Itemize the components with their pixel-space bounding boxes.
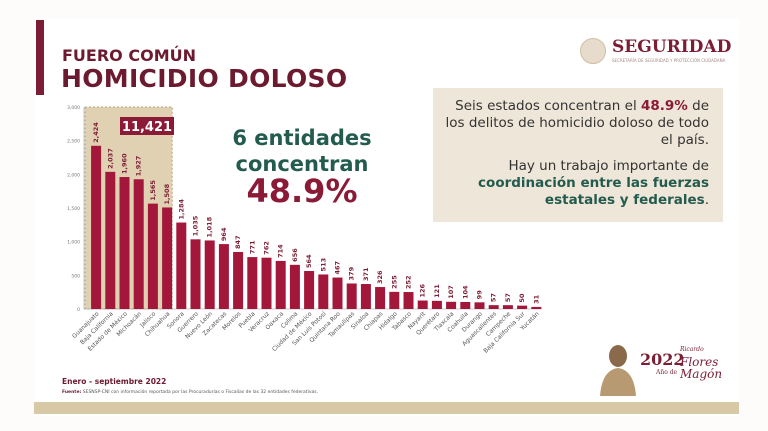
total-badge (120, 117, 174, 135)
note-box: Seis estados concentran el 48.9% de los … (433, 88, 723, 222)
bar (190, 239, 201, 309)
bar (261, 257, 272, 309)
bar (91, 145, 102, 309)
bar (431, 300, 442, 309)
bar (233, 251, 244, 309)
data-label: 1,960 (121, 153, 129, 174)
seal-icon (580, 38, 606, 64)
bar (460, 301, 471, 309)
data-label: 126 (419, 283, 427, 297)
bar (133, 179, 144, 309)
bar (417, 300, 428, 309)
data-label: 379 (348, 266, 356, 280)
bar (502, 305, 513, 309)
anniversary-badge: 2022 Año de Ricardo Flores Magón (598, 338, 728, 398)
data-label: 1,508 (163, 183, 171, 204)
data-label: 656 (291, 248, 299, 262)
bar (176, 222, 187, 309)
bar (119, 177, 130, 309)
y-tick-label: 1,500 (67, 206, 80, 212)
bar (360, 284, 371, 309)
highlight-line2: concentran (235, 152, 369, 176)
logo-subtext: SECRETARÍA DE SEGURIDAD Y PROTECCIÓN CIU… (612, 58, 726, 63)
bar (304, 271, 315, 309)
data-label: 1,284 (177, 199, 185, 220)
accent-bar (36, 20, 44, 95)
footer-band (34, 402, 739, 414)
note-paragraph-2: Hay un trabajo importante de coordinació… (478, 158, 709, 208)
bar (218, 244, 229, 309)
data-label: 99 (476, 290, 484, 300)
highlight-line1: 6 entidades (232, 126, 372, 150)
source-note: Fuente: SESNSP-CNI con información repor… (62, 390, 319, 395)
data-label: 107 (447, 285, 455, 299)
total-label: 11,421 (122, 120, 172, 135)
data-label: 847 (234, 235, 242, 249)
bar (488, 305, 499, 309)
data-label: 50 (518, 293, 526, 303)
data-label: 252 (405, 275, 413, 289)
y-tick-label: 3,000 (67, 105, 80, 111)
data-label: 771 (248, 240, 256, 254)
y-tick-label: 1,000 (67, 240, 80, 246)
data-label: 1,565 (149, 180, 157, 201)
bar (389, 291, 400, 309)
bar (446, 301, 457, 309)
highlight-percent: 48.9% (246, 172, 358, 210)
data-label: 255 (390, 275, 398, 289)
bar (147, 203, 158, 309)
data-label: 326 (376, 270, 384, 284)
bar (403, 292, 414, 309)
data-label: 2,037 (106, 148, 114, 169)
data-label: 564 (305, 254, 313, 268)
y-tick-label: 0 (77, 307, 80, 313)
bar (318, 274, 329, 309)
badge-name: Ricardo Flores Magón (680, 346, 723, 381)
y-tick-label: 2,500 (67, 139, 80, 145)
bar (204, 240, 215, 309)
y-tick-label: 2,000 (67, 172, 80, 178)
data-label: 714 (277, 244, 285, 258)
data-label: 121 (433, 284, 441, 298)
subtitle: FUERO COMÚN (62, 46, 196, 65)
bar (474, 302, 485, 309)
bar (531, 306, 542, 309)
badge-small-text: Año de (656, 369, 678, 376)
page-title: HOMICIDIO DOLOSO (61, 64, 348, 93)
seguridad-logo: SEGURIDAD SECRETARÍA DE SEGURIDAD Y PROT… (580, 38, 731, 64)
data-label: 1,927 (135, 156, 143, 177)
bar (162, 207, 173, 309)
y-tick-label: 500 (71, 273, 80, 279)
badge-year: 2022 (640, 350, 685, 369)
bar (247, 257, 258, 309)
data-label: 1,035 (192, 215, 200, 236)
data-label: 57 (490, 293, 498, 302)
logo-text: SEGURIDAD (612, 37, 732, 57)
data-label: 467 (334, 261, 342, 275)
bar (375, 287, 386, 309)
bar (332, 277, 343, 309)
bar (105, 171, 116, 309)
data-label: 31 (532, 294, 540, 304)
period-label: Enero - septiembre 2022 (62, 377, 167, 386)
data-label: 513 (319, 258, 327, 272)
data-label: 371 (362, 267, 370, 281)
bar (289, 264, 300, 309)
data-label: 762 (263, 241, 271, 255)
bar (275, 260, 286, 309)
highlight-text: 6 entidades concentran (232, 125, 372, 177)
bar (517, 305, 528, 309)
note-paragraph-1: Seis estados concentran el 48.9% de los … (445, 98, 710, 148)
data-label: 2,424 (92, 122, 100, 143)
data-label: 964 (220, 227, 228, 241)
data-label: 57 (504, 293, 512, 302)
data-label: 1,018 (206, 216, 214, 237)
portrait-icon (600, 345, 636, 396)
bar (346, 283, 357, 309)
data-label: 104 (461, 285, 469, 299)
